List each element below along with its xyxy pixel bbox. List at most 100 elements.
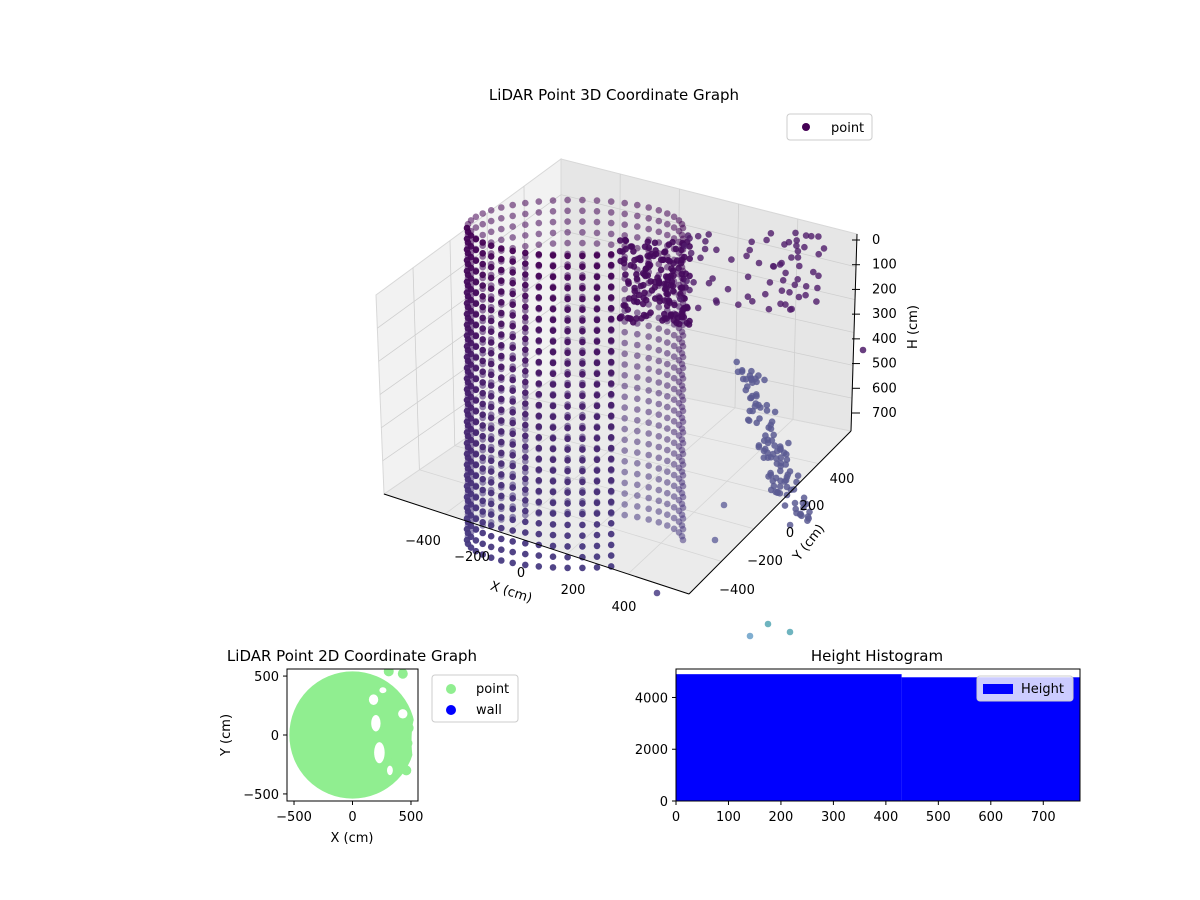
cylinder-point [549, 381, 557, 388]
cluster-point [672, 245, 680, 253]
cylinder-point [463, 364, 471, 372]
cylinder-point [472, 494, 480, 501]
cylinder-point [607, 369, 615, 377]
cylinder-point [487, 339, 495, 346]
cluster-point [686, 255, 693, 262]
cylinder-point [579, 229, 586, 236]
cylinder-point [479, 271, 487, 279]
x-tick-label: 0 [672, 810, 680, 825]
cylinder-point [472, 397, 480, 404]
cylinder-point [487, 207, 495, 214]
cylinder-point [579, 435, 586, 443]
cylinder-point [535, 272, 543, 280]
cylinder-point [479, 336, 487, 343]
cylinder-point [655, 519, 663, 526]
cylinder-point [522, 357, 529, 364]
cylinder-point [479, 551, 487, 558]
cylinder-point [564, 317, 571, 324]
cylinder-point [498, 481, 505, 489]
cylinder-point [535, 466, 543, 473]
cylinder-point [579, 457, 586, 464]
cylinder-point [509, 322, 516, 330]
cylinder-point [509, 333, 516, 341]
cylinder-point [634, 438, 641, 446]
cylinder-point [564, 381, 571, 389]
cylinder-point [509, 559, 516, 567]
scatter-point [702, 238, 709, 245]
cylinder-point [498, 503, 505, 511]
cylinder-point [655, 303, 663, 311]
cylinder-point [535, 423, 543, 430]
scatter-point [781, 502, 789, 509]
cylinder-point [509, 223, 516, 230]
cluster-point [625, 295, 633, 302]
cylinder-point [593, 252, 601, 259]
cylinder-point [549, 467, 557, 474]
cylinder-point [535, 219, 543, 227]
x-tick-label: 400 [612, 600, 637, 615]
cylinder-point [621, 382, 628, 390]
cylinder-point [645, 333, 652, 340]
cylinder-point [579, 424, 586, 432]
cylinder-point [522, 303, 529, 311]
y-tick-label: 4000 [635, 691, 668, 706]
cylinder-point [535, 455, 543, 463]
cylinder-point [634, 503, 641, 510]
cylinder-point [509, 201, 516, 209]
cylinder-point [593, 478, 601, 485]
cylinder-point [607, 241, 615, 248]
cluster-point [657, 256, 665, 264]
cylinder-point [607, 261, 615, 269]
cylinder-point [678, 468, 686, 475]
cluster-point [651, 284, 659, 291]
cylinder-point [498, 225, 505, 233]
cylinder-point [670, 213, 678, 221]
cylinder-point [487, 306, 495, 314]
cylinder-point [593, 467, 601, 474]
cylinder-point [498, 406, 505, 414]
cylinder-point [487, 436, 495, 443]
chart-2d-title: LiDAR Point 2D Coordinate Graph [227, 647, 477, 665]
cylinder-point [498, 363, 505, 371]
cluster-point [664, 273, 672, 281]
cylinder-point [607, 455, 615, 463]
cylinder-point [479, 210, 487, 217]
cylinder-point [472, 257, 480, 265]
cylinder-point [498, 449, 505, 457]
cylinder-point [564, 510, 571, 518]
cylinder-point [487, 468, 495, 475]
cylinder-point [593, 402, 601, 410]
cylinder-point [655, 228, 663, 236]
cylinder-point [634, 201, 641, 209]
cylinder-point [479, 465, 487, 472]
point-marker [401, 765, 412, 776]
cylinder-point [670, 482, 678, 490]
scatter-point [808, 232, 815, 240]
cylinder-point [487, 328, 495, 336]
cluster-point [644, 238, 652, 246]
cylinder-point [549, 478, 557, 485]
cylinder-point [463, 375, 471, 382]
cylinder-point [498, 342, 505, 349]
cylinder-point [487, 371, 495, 379]
cluster-point [630, 263, 638, 270]
cylinder-point [479, 220, 487, 228]
y-tick-label: −500 [243, 788, 279, 803]
scatter-point [749, 407, 756, 415]
cylinder-point [535, 477, 543, 484]
scatter-point [797, 510, 804, 518]
cylinder-point [479, 443, 487, 451]
cylinder-point [509, 290, 516, 298]
cylinder-point [664, 489, 671, 497]
cylinder-point [607, 520, 615, 527]
cylinder-point [479, 314, 487, 322]
cylinder-point [479, 303, 487, 311]
cylinder-point [509, 441, 516, 448]
cylinder-point [634, 212, 641, 220]
cylinder-point [593, 262, 601, 270]
cylinder-point [535, 434, 543, 441]
cluster-point [651, 239, 659, 247]
cylinder-point [463, 482, 471, 490]
cylinder-point [621, 415, 628, 422]
scatter-point [778, 259, 785, 267]
